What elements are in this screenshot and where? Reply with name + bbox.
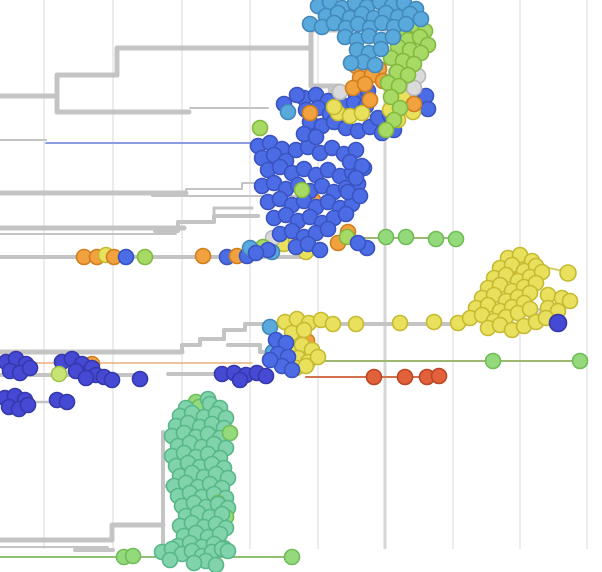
- tip-node-ltgreen[interactable]: [427, 230, 445, 248]
- tip-node-teal[interactable]: [161, 551, 179, 569]
- tip-node-teal[interactable]: [185, 554, 203, 572]
- tip-node-yellow[interactable]: [324, 315, 342, 333]
- tip-node-royal[interactable]: [311, 241, 329, 259]
- tip-node-indigo[interactable]: [19, 396, 37, 414]
- tip-node-yellow[interactable]: [295, 321, 313, 339]
- tip-node-green[interactable]: [382, 88, 400, 106]
- tip-node-ltgreen[interactable]: [484, 352, 502, 370]
- tip-node-ltgreen[interactable]: [221, 424, 239, 442]
- tip-node-indigo[interactable]: [231, 371, 249, 389]
- tip-node-red[interactable]: [365, 368, 383, 386]
- tip-node-ltgreen[interactable]: [283, 548, 301, 566]
- tip-node-yellow[interactable]: [561, 292, 579, 310]
- tip-node-sky[interactable]: [412, 10, 430, 28]
- tip-node-orange[interactable]: [194, 247, 212, 265]
- tree-branch[interactable]: [114, 45, 314, 78]
- tip-node-yellow[interactable]: [559, 264, 577, 282]
- tree-branch[interactable]: [308, 45, 343, 89]
- tip-node-yellow[interactable]: [297, 357, 315, 375]
- tip-node-royal[interactable]: [337, 205, 355, 223]
- tip-node-indigo[interactable]: [548, 313, 568, 333]
- tip-node-ygreen[interactable]: [50, 365, 68, 383]
- tip-node-yellow[interactable]: [353, 104, 371, 122]
- tip-node-green[interactable]: [251, 119, 269, 137]
- tip-node-yellow[interactable]: [391, 314, 409, 332]
- tip-node-sky[interactable]: [279, 103, 297, 121]
- tip-node-ltgreen[interactable]: [397, 228, 415, 246]
- tip-node-orange[interactable]: [405, 95, 423, 113]
- tip-node-green[interactable]: [377, 121, 395, 139]
- tree-branch[interactable]: [180, 337, 226, 354]
- tip-node-teal[interactable]: [219, 542, 237, 560]
- tree-branch[interactable]: [212, 206, 254, 218]
- tips: [0, 0, 589, 572]
- tip-node-royal[interactable]: [319, 220, 337, 238]
- tree-branch[interactable]: [109, 522, 166, 543]
- tip-node-indigo[interactable]: [131, 370, 149, 388]
- tip-node-indigo[interactable]: [58, 393, 76, 411]
- tip-node-yellow[interactable]: [309, 348, 327, 366]
- tip-node-yellow[interactable]: [347, 315, 365, 333]
- tip-node-red[interactable]: [430, 367, 448, 385]
- tip-node-green[interactable]: [399, 66, 417, 84]
- tree-branch[interactable]: [222, 322, 460, 341]
- tip-node-orange[interactable]: [301, 104, 319, 122]
- tip-node-ltgreen[interactable]: [124, 547, 142, 565]
- tree-branch[interactable]: [153, 214, 260, 233]
- tip-node-royal[interactable]: [347, 169, 365, 187]
- tip-node-sky[interactable]: [397, 15, 415, 33]
- tip-node-ltgreen[interactable]: [447, 230, 465, 248]
- tip-node-royal[interactable]: [351, 187, 369, 205]
- tip-node-orange[interactable]: [356, 75, 374, 93]
- tip-node-green[interactable]: [390, 77, 408, 95]
- tip-node-sky[interactable]: [342, 54, 360, 72]
- tip-node-royal[interactable]: [349, 234, 367, 252]
- tip-node-indigo[interactable]: [21, 359, 39, 377]
- tip-node-indigo[interactable]: [257, 367, 275, 385]
- tip-node-red[interactable]: [396, 368, 414, 386]
- tip-node-indigo[interactable]: [103, 371, 121, 389]
- tip-node-royal[interactable]: [419, 100, 437, 118]
- tip-node-teal[interactable]: [207, 556, 225, 572]
- tip-node-royal[interactable]: [247, 244, 265, 262]
- tip-node-yellow[interactable]: [325, 98, 343, 116]
- tree-branch[interactable]: [54, 72, 120, 115]
- tip-node-royal[interactable]: [117, 248, 135, 266]
- tip-node-sky[interactable]: [384, 28, 402, 46]
- tip-node-royal[interactable]: [283, 361, 301, 379]
- tip-node-ltgreen[interactable]: [571, 352, 589, 370]
- tip-node-green[interactable]: [136, 248, 154, 266]
- tip-node-yellow[interactable]: [425, 313, 443, 331]
- tip-node-royal[interactable]: [307, 128, 325, 146]
- tip-node-sky[interactable]: [366, 56, 384, 74]
- tip-node-ltgreen[interactable]: [377, 228, 395, 246]
- tip-node-royal[interactable]: [261, 351, 279, 369]
- tip-node-orange[interactable]: [361, 91, 379, 109]
- tip-node-green[interactable]: [293, 181, 311, 199]
- tip-node-royal[interactable]: [288, 86, 306, 104]
- tip-node-sky[interactable]: [372, 40, 390, 58]
- tip-node-indigo[interactable]: [77, 369, 95, 387]
